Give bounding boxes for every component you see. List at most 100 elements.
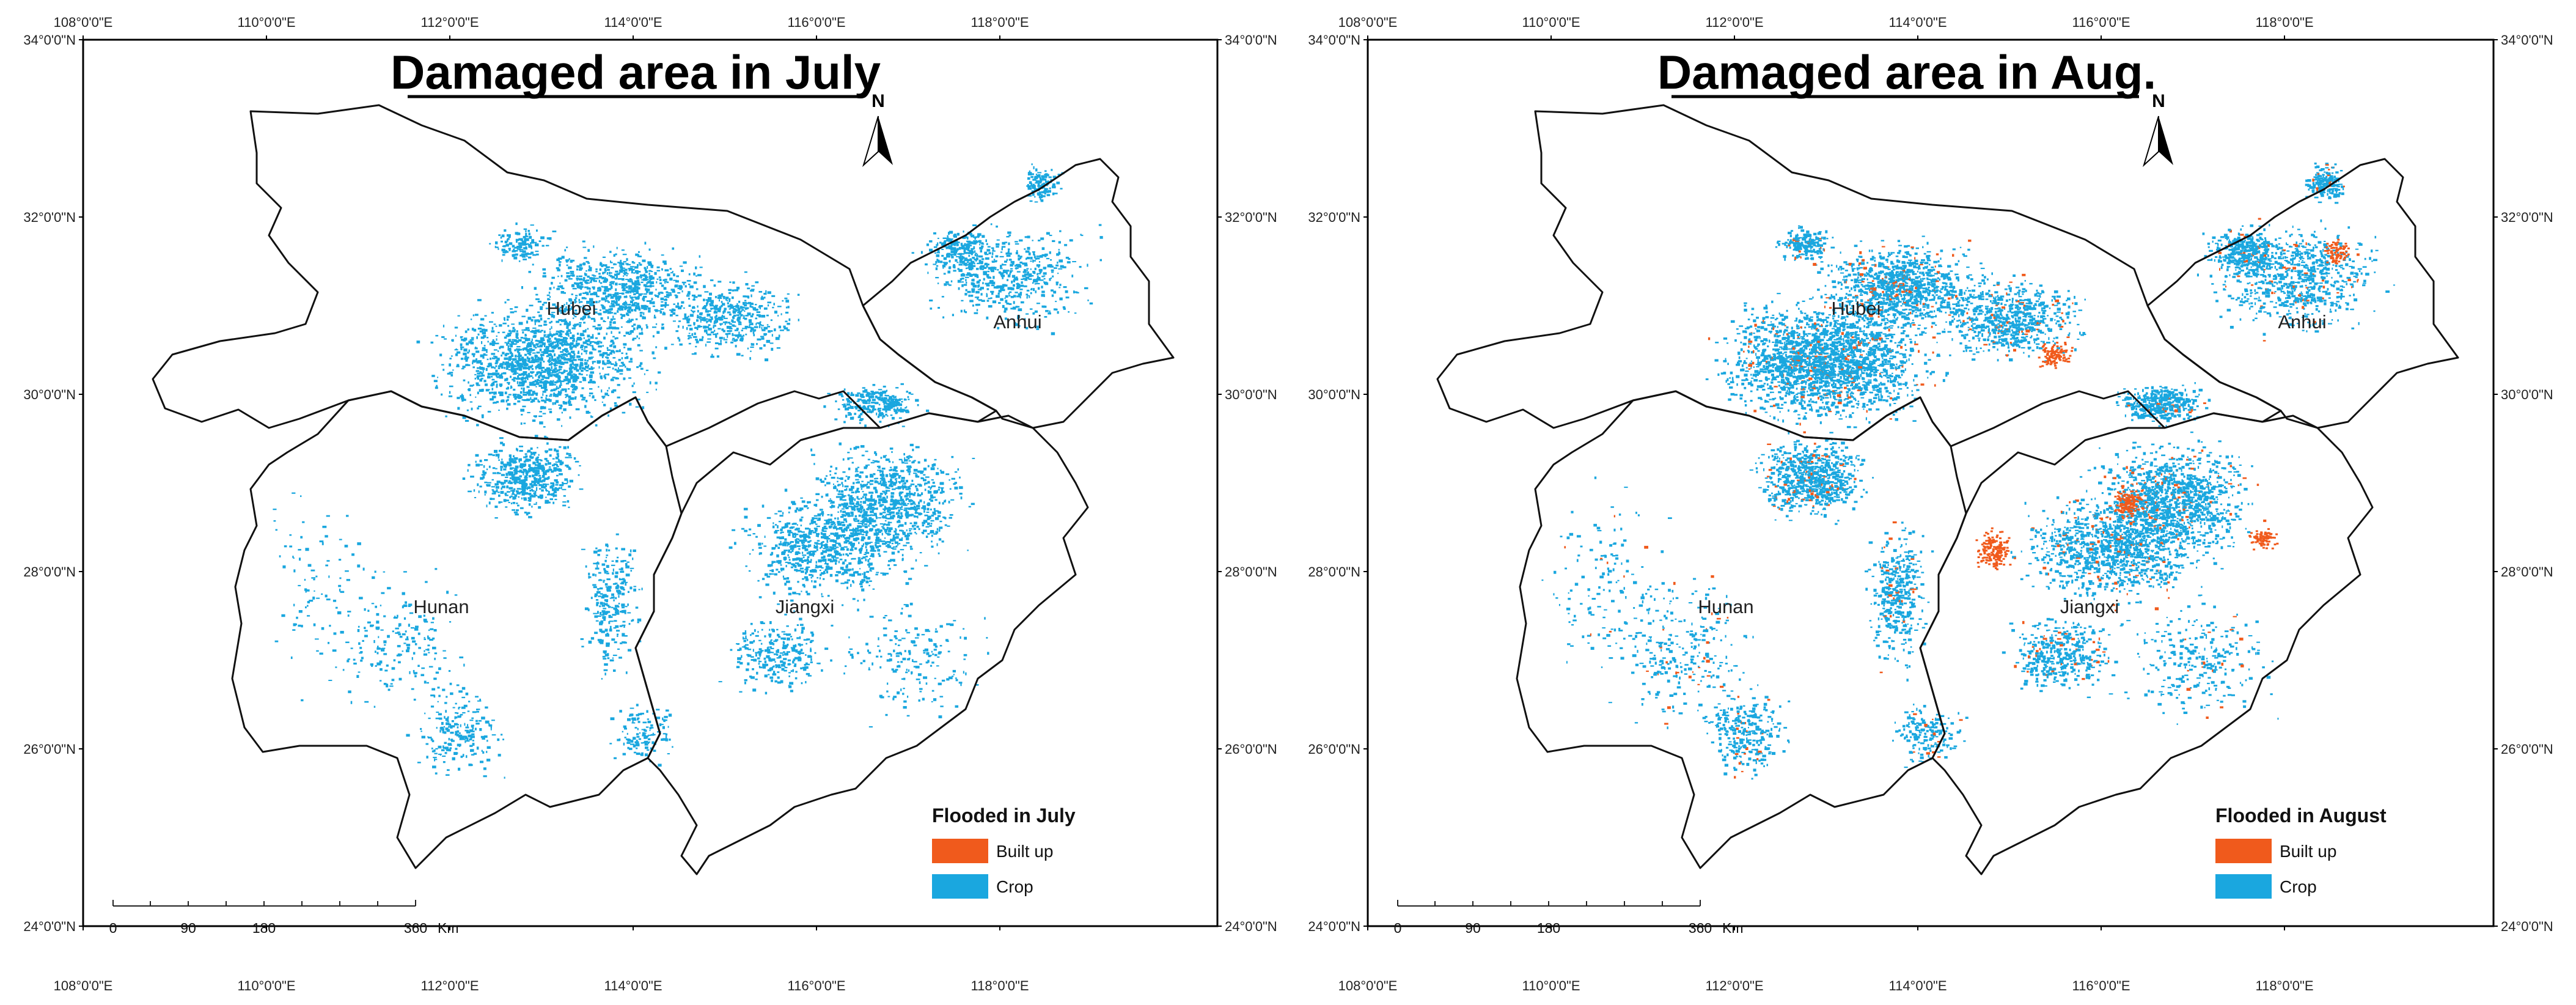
lon-tick-label: 110°0'0"E	[1522, 15, 1580, 30]
legend-title: Flooded in August	[2215, 804, 2387, 826]
lon-tick-label: 112°0'0"E	[1705, 15, 1763, 30]
scale-bar	[1397, 900, 1701, 907]
lon-tick-label: 110°0'0"E	[237, 15, 295, 30]
map-panel-august: Damaged area in Aug. N Hubei Anhui Hunan…	[1308, 15, 2553, 993]
lon-tick-label: 112°0'0"E	[420, 978, 479, 993]
lat-tick-label: 28°0'0"N	[23, 564, 76, 580]
lon-tick-label: 118°0'0"E	[971, 978, 1029, 993]
lon-tick-label: 108°0'0"E	[54, 15, 113, 30]
lon-tick-label: 116°0'0"E	[2072, 15, 2130, 30]
lon-tick-label: 110°0'0"E	[237, 978, 295, 993]
legend-label-built-up: Built up	[996, 842, 1053, 861]
scale-unit: Km	[1722, 920, 1744, 936]
lon-tick-label: 112°0'0"E	[420, 15, 479, 30]
map-frame	[82, 39, 1219, 927]
legend-label-built-up: Built up	[2280, 842, 2336, 861]
lon-tick-label: 108°0'0"E	[1338, 15, 1398, 30]
hunan-boundary	[1516, 390, 1967, 869]
lat-tick-label: 24°0'0"N	[1225, 919, 1277, 934]
lon-tick-label: 114°0'0"E	[1888, 978, 1947, 993]
scale-label: 180	[1537, 920, 1560, 936]
jiangxi-boundary	[1919, 412, 2374, 875]
province-label-jiangxi: Jiangxi	[2060, 596, 2119, 617]
north-arrow-icon: N	[2142, 91, 2173, 167]
lon-tick-label: 114°0'0"E	[1888, 15, 1947, 30]
legend-label-crop: Crop	[996, 877, 1033, 896]
province-label-hunan: Hunan	[413, 596, 469, 617]
lon-tick-label: 118°0'0"E	[971, 15, 1029, 30]
legend-swatch-crop	[932, 874, 988, 899]
lon-tick-label: 108°0'0"E	[54, 978, 113, 993]
province-label-jiangxi: Jiangxi	[776, 596, 835, 617]
lat-tick-label: 30°0'0"N	[1308, 387, 1360, 402]
province-boundaries	[152, 104, 1175, 875]
scale-label: 90	[1465, 920, 1481, 936]
lat-tick-label: 26°0'0"N	[23, 742, 76, 757]
province-label-anhui: Anhui	[2278, 311, 2326, 333]
legend-title: Flooded in July	[932, 804, 1076, 826]
lon-tick-label: 118°0'0"E	[2255, 15, 2313, 30]
lon-tick-label: 108°0'0"E	[1338, 978, 1398, 993]
lat-tick-label: 28°0'0"N	[1225, 564, 1277, 580]
lat-tick-label: 34°0'0"N	[1308, 32, 1360, 48]
map-panel-july: Damaged area in July N Hubei Anhui Hunan…	[23, 15, 1277, 993]
lat-tick-label: 30°0'0"N	[2501, 387, 2553, 402]
province-boundaries	[1436, 104, 2459, 875]
map-legend: Flooded in July Built up Crop	[932, 804, 1076, 899]
province-label-hubei: Hubei	[547, 298, 596, 319]
lon-tick-label: 118°0'0"E	[2255, 978, 2313, 993]
jiangxi-boundary	[634, 412, 1089, 875]
map-legend: Flooded in August Built up Crop	[2215, 804, 2387, 899]
lon-tick-label: 110°0'0"E	[1522, 978, 1580, 993]
hunan-boundary	[231, 390, 683, 869]
lat-tick-label: 32°0'0"N	[1225, 210, 1277, 225]
legend-label-crop: Crop	[2280, 877, 2317, 896]
lat-tick-label: 28°0'0"N	[2501, 564, 2553, 580]
lat-tick-label: 26°0'0"N	[1308, 742, 1360, 757]
lat-tick-label: 34°0'0"N	[2501, 32, 2553, 48]
lat-tick-label: 24°0'0"N	[2501, 919, 2553, 934]
lat-tick-label: 32°0'0"N	[1308, 210, 1360, 225]
scale-label: 0	[109, 920, 117, 936]
map-title: Damaged area in July	[391, 45, 881, 99]
lat-tick-label: 28°0'0"N	[1308, 564, 1360, 580]
lat-tick-label: 26°0'0"N	[2501, 742, 2553, 757]
scale-unit: Km	[438, 920, 459, 936]
lat-tick-label: 30°0'0"N	[23, 387, 76, 402]
province-label-hubei: Hubei	[1832, 298, 1881, 319]
scale-label: 360	[404, 920, 427, 936]
lat-tick-label: 34°0'0"N	[23, 32, 76, 48]
province-label-hunan: Hunan	[1698, 596, 1753, 617]
lon-tick-label: 114°0'0"E	[604, 978, 662, 993]
lat-tick-label: 30°0'0"N	[1225, 387, 1277, 402]
scale-label: 90	[180, 920, 196, 936]
graticule-ticks	[79, 35, 1222, 930]
anhui-boundary	[2146, 158, 2459, 429]
lat-tick-label: 26°0'0"N	[1225, 742, 1277, 757]
legend-swatch-built-up	[2215, 839, 2272, 863]
anhui-boundary	[862, 158, 1175, 429]
lat-tick-label: 34°0'0"N	[1225, 32, 1277, 48]
scale-label: 180	[252, 920, 276, 936]
lon-tick-label: 114°0'0"E	[604, 15, 662, 30]
scale-bar	[112, 900, 416, 907]
lon-tick-label: 116°0'0"E	[2072, 978, 2130, 993]
scale-label: 0	[1394, 920, 1402, 936]
lat-tick-label: 24°0'0"N	[23, 919, 76, 934]
legend-swatch-built-up	[932, 839, 988, 863]
legend-swatch-crop	[2215, 874, 2272, 899]
lat-tick-label: 32°0'0"N	[23, 210, 76, 225]
lon-tick-label: 116°0'0"E	[787, 978, 845, 993]
lat-tick-label: 32°0'0"N	[2501, 210, 2553, 225]
scale-label: 360	[1689, 920, 1712, 936]
lon-tick-label: 116°0'0"E	[787, 15, 845, 30]
province-label-anhui: Anhui	[993, 311, 1041, 333]
flood-pixels-layer	[273, 163, 1103, 779]
north-arrow-icon: N	[862, 91, 893, 167]
map-title: Damaged area in Aug.	[1657, 45, 2156, 99]
flood-pixels-layer	[1541, 162, 2395, 780]
map-frame	[1367, 39, 2495, 927]
lat-tick-label: 24°0'0"N	[1308, 919, 1360, 934]
graticule-ticks	[1363, 35, 2498, 930]
